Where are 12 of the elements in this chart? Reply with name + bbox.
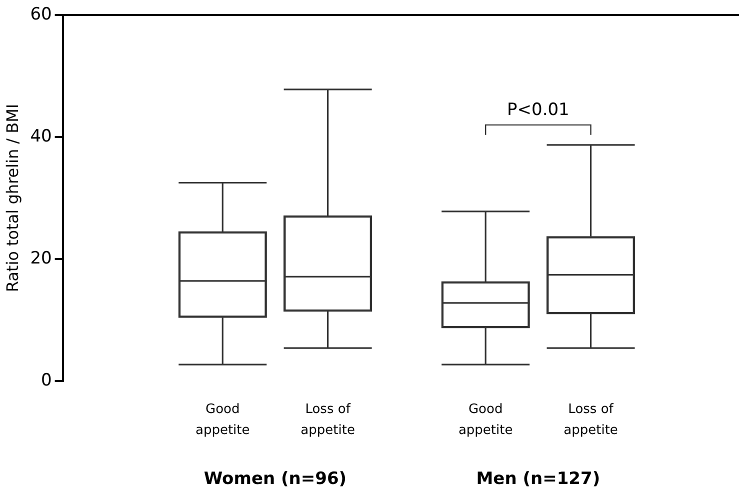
y-axis-title: Ratio total ghrelin / BMI bbox=[2, 104, 22, 292]
x-tick-label: Loss of appetite bbox=[300, 402, 355, 438]
annotation: P<0.01 bbox=[507, 100, 570, 120]
x-tick-label: Loss of appetite bbox=[564, 402, 618, 438]
y-tick-label: 40 bbox=[30, 126, 52, 146]
x-tick-label: Good appetite bbox=[195, 402, 250, 438]
text: Women (n=96) bbox=[204, 468, 347, 489]
text: Men (n=127) bbox=[476, 468, 600, 489]
y-tick-label: 60 bbox=[30, 4, 52, 24]
y-tick-label: 20 bbox=[30, 248, 52, 268]
y-tick-label: 0 bbox=[41, 370, 52, 390]
x-tick-label: Good appetite bbox=[458, 402, 513, 438]
